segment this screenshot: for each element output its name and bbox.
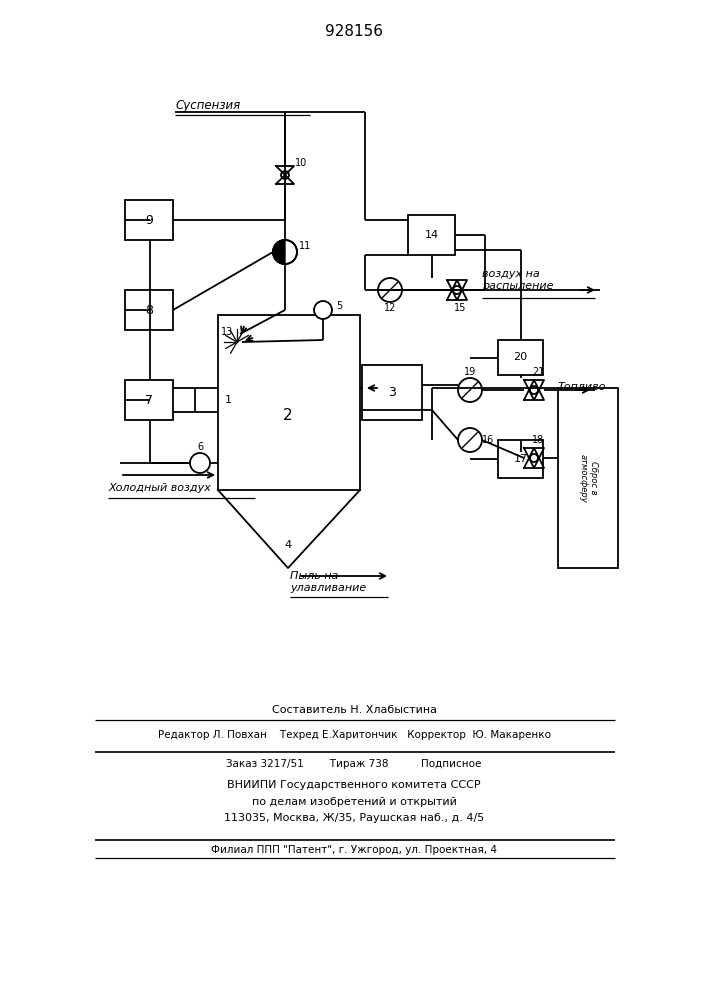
Text: воздух на
распыление: воздух на распыление bbox=[482, 269, 554, 291]
Text: 7: 7 bbox=[145, 393, 153, 406]
Text: 4: 4 bbox=[284, 540, 291, 550]
Text: 19: 19 bbox=[464, 367, 476, 377]
Text: 14: 14 bbox=[424, 230, 438, 240]
Bar bbox=[498, 440, 543, 478]
Text: Суспензия: Суспензия bbox=[175, 99, 240, 111]
Text: 113035, Москва, Ж/35, Раушская наб., д. 4/5: 113035, Москва, Ж/35, Раушская наб., д. … bbox=[224, 813, 484, 823]
Text: Пыль на
улавливание: Пыль на улавливание bbox=[290, 571, 366, 593]
Text: ВНИИПИ Государственного комитета СССР: ВНИИПИ Государственного комитета СССР bbox=[227, 780, 481, 790]
Text: 18: 18 bbox=[532, 435, 544, 445]
Text: Топливо: Топливо bbox=[558, 382, 607, 392]
Bar bbox=[558, 388, 618, 568]
Text: 15: 15 bbox=[454, 303, 466, 313]
Text: 21: 21 bbox=[532, 367, 544, 377]
Circle shape bbox=[281, 171, 289, 179]
Text: 928156: 928156 bbox=[325, 24, 383, 39]
Bar bbox=[362, 365, 422, 420]
Text: 5: 5 bbox=[336, 301, 342, 311]
Text: Филиал ППП "Патент", г. Ужгород, ул. Проектная, 4: Филиал ППП "Патент", г. Ужгород, ул. Про… bbox=[211, 845, 497, 855]
Text: 11: 11 bbox=[299, 241, 311, 251]
Text: 3: 3 bbox=[388, 386, 396, 399]
Bar bbox=[125, 200, 173, 240]
Bar bbox=[408, 215, 455, 255]
Circle shape bbox=[273, 240, 297, 264]
Text: 12: 12 bbox=[384, 303, 396, 313]
Wedge shape bbox=[273, 240, 285, 264]
Text: Заказ 3217/51        Тираж 738          Подписное: Заказ 3217/51 Тираж 738 Подписное bbox=[226, 759, 481, 769]
Text: 6: 6 bbox=[197, 442, 203, 452]
Text: 17: 17 bbox=[513, 454, 527, 464]
Bar bbox=[125, 380, 173, 420]
Circle shape bbox=[453, 286, 461, 294]
Bar bbox=[498, 340, 543, 375]
Text: 16: 16 bbox=[482, 435, 494, 445]
Circle shape bbox=[314, 301, 332, 319]
Circle shape bbox=[530, 386, 538, 394]
Circle shape bbox=[530, 454, 538, 462]
Text: 10: 10 bbox=[295, 158, 307, 168]
Circle shape bbox=[458, 428, 482, 452]
Text: Сброс в
атмосферу: Сброс в атмосферу bbox=[578, 454, 597, 502]
Text: 20: 20 bbox=[513, 353, 527, 362]
Circle shape bbox=[378, 278, 402, 302]
Circle shape bbox=[190, 453, 210, 473]
Text: 13: 13 bbox=[221, 327, 233, 337]
Text: Холодный воздух: Холодный воздух bbox=[108, 483, 211, 493]
Text: 1: 1 bbox=[225, 395, 231, 405]
Bar bbox=[218, 315, 360, 490]
Text: 9: 9 bbox=[145, 214, 153, 227]
Text: Составитель Н. Хлабыстина: Составитель Н. Хлабыстина bbox=[271, 705, 436, 715]
Bar bbox=[125, 290, 173, 330]
Text: 2: 2 bbox=[284, 408, 293, 422]
Text: по делам изобретений и открытий: по делам изобретений и открытий bbox=[252, 797, 457, 807]
Text: 8: 8 bbox=[145, 304, 153, 316]
Text: Редактор Л. Повхан    Техред Е.Харитончик   Корректор  Ю. Макаренко: Редактор Л. Повхан Техред Е.Харитончик К… bbox=[158, 730, 551, 740]
Circle shape bbox=[458, 378, 482, 402]
